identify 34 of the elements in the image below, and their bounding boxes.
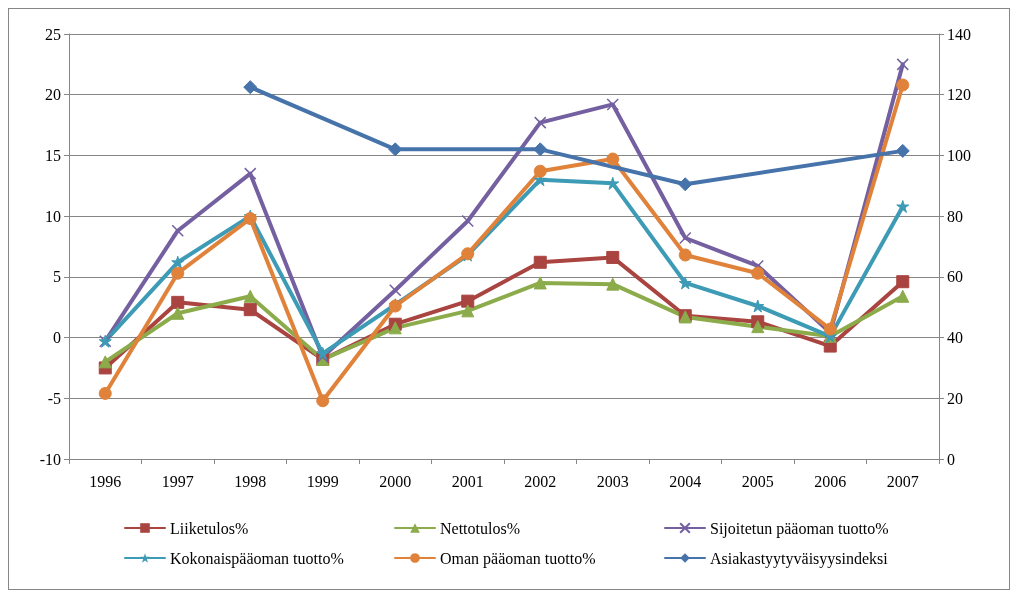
x-tick-label: 2001	[451, 472, 484, 490]
y2-tick-label: 140	[947, 25, 971, 43]
x-tick-label: 2005	[741, 472, 774, 490]
y-tick-label: 20	[45, 86, 61, 104]
x-tick-label: 1997	[161, 472, 194, 490]
legend-label: Oman pääoman tuotto%	[440, 549, 596, 568]
y2-tick-label: 0	[947, 450, 955, 468]
legend-label: Asiakastyytyväisyysindeksi	[710, 549, 889, 568]
legend-label: Nettotulos%	[440, 519, 520, 537]
x-tick-label: 1996	[89, 472, 122, 490]
y-tick-label: 0	[53, 329, 61, 347]
x-tick-label: 1998	[234, 472, 267, 490]
legend-label: Liiketulos%	[170, 519, 249, 537]
y-tick-label: 5	[53, 268, 61, 286]
legend-label: Kokonaispääoman tuotto%	[170, 549, 344, 568]
x-tick-label: 1999	[306, 472, 339, 490]
y-tick-label: -10	[39, 450, 61, 468]
y2-tick-label: 40	[947, 329, 963, 347]
y-tick-label: 15	[45, 146, 61, 164]
y2-tick-label: 20	[947, 389, 963, 407]
y2-tick-label: 80	[947, 207, 963, 225]
x-tick-label: 2006	[814, 472, 847, 490]
y2-tick-label: 100	[947, 146, 971, 164]
y-tick-label: 25	[45, 25, 61, 43]
x-tick-label: 2003	[596, 472, 629, 490]
x-tick-label: 2007	[886, 472, 919, 490]
y-tick-label: 10	[45, 207, 61, 225]
y2-tick-label: 60	[947, 268, 963, 286]
y-tick-label: -5	[47, 389, 61, 407]
legend-label: Sijoitetun pääoman tuotto%	[710, 519, 889, 538]
y2-tick-label: 120	[947, 86, 971, 104]
x-tick-label: 2004	[669, 472, 702, 490]
x-tick-label: 2000	[379, 472, 412, 490]
x-tick-label: 2002	[524, 472, 557, 490]
